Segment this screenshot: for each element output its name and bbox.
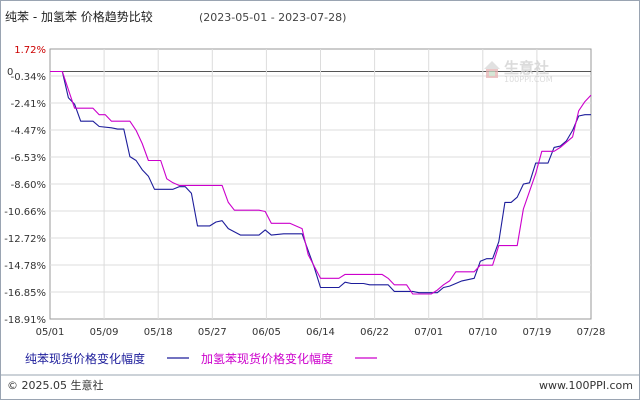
x-tick-label: 07/01 [414,327,443,338]
y-tick-label: -14.78% [4,261,46,272]
watermark: 生意社 100PPI.COM [484,59,553,84]
y-tick-label: -2.41% [11,99,46,110]
footer-site-link[interactable]: www.100PPI.com [539,379,633,392]
chart-date-range: (2023-05-01 - 2023-07-28) [199,11,346,24]
series-line-1 [50,70,591,294]
y-tick-label: -0.34% [11,72,46,83]
x-tick-label: 07/28 [577,327,606,338]
y-tick-label: -8.60% [11,180,46,191]
x-tick-label: 05/27 [198,327,227,338]
chart-title: 纯苯 - 加氢苯 价格趋势比较 [5,9,153,24]
series-layer [50,70,592,295]
y-tick-label: -10.66% [4,207,46,218]
y-tick-label: 1.72% [14,45,46,56]
x-tick-label: 07/10 [468,327,497,338]
legend: 纯苯现货价格变化幅度 加氢苯现货价格变化幅度 [25,351,377,366]
y-axis-ticks: 1.72% -0.34% -2.41% -4.47% -6.53% -8.60% -10.6… [4,45,46,326]
y-tick-label: -6.53% [11,153,46,164]
y-tick-label: -18.91% [4,315,46,326]
legend-label-series1: 纯苯现货价格变化幅度 [25,351,145,366]
x-tick-label: 05/09 [90,327,119,338]
footer-copyright: © 2025.05 生意社 [7,378,103,392]
y-tick-label: -4.47% [11,126,46,137]
watermark-url: 100PPI.COM [504,75,553,84]
grid-lines [50,49,591,319]
legend-label-series2: 加氢苯现货价格变化幅度 [201,351,333,366]
x-axis-ticks: 05/01 05/09 05/18 05/27 06/05 06/14 06/22 07/01… [36,327,606,338]
y-tick-label: -16.85% [4,288,46,299]
y-tick-label: -12.72% [4,234,46,245]
x-tick-label: 06/05 [252,327,281,338]
zero-label: 0 [7,67,13,78]
x-tick-label: 05/01 [36,327,65,338]
series-line-2 [50,70,592,295]
x-tick-label: 06/14 [306,327,335,338]
x-tick-label: 05/18 [144,327,173,338]
watermark-brand: 生意社 [504,59,549,77]
x-tick-label: 07/19 [522,327,551,338]
x-tick-label: 06/22 [360,327,389,338]
watermark-logo-icon [484,61,500,78]
